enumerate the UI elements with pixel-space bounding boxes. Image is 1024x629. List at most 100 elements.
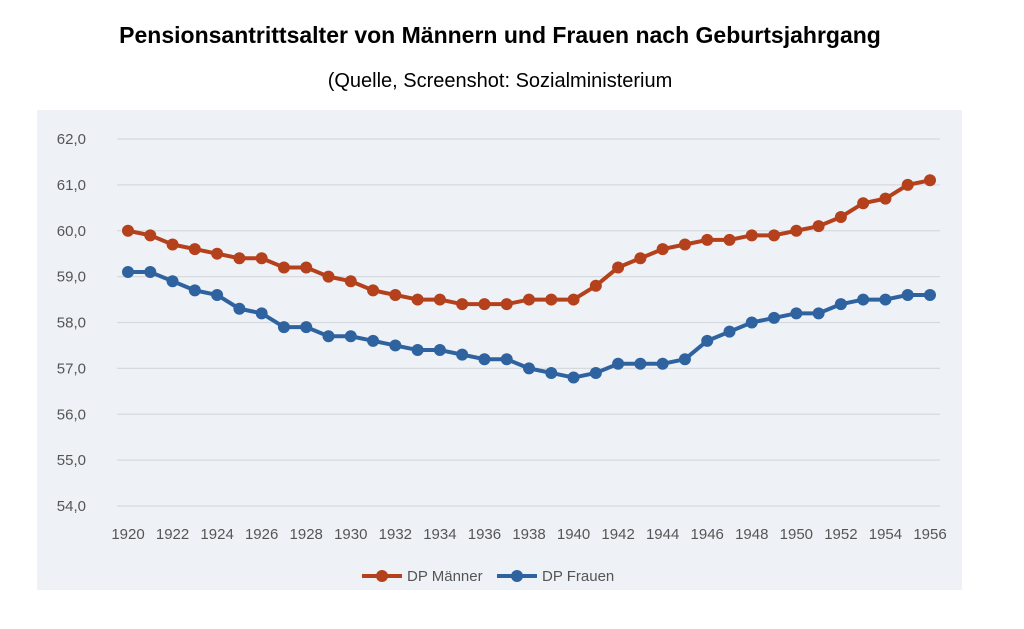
data-point [745,229,758,242]
data-point [389,339,402,352]
data-point [879,293,892,306]
data-point [322,330,335,343]
data-point [255,252,268,265]
legend-label: DP Frauen [542,568,614,585]
data-point [122,224,134,237]
data-point [500,353,513,366]
x-tick-label: 1934 [423,526,456,543]
chart-title: Pensionsantrittsalter von Männern und Fr… [119,22,881,48]
data-point [478,353,491,366]
y-tick-label: 62,0 [57,131,86,148]
data-point [924,288,936,301]
data-point [456,348,469,361]
y-tick-label: 59,0 [57,269,86,286]
data-point [567,293,580,306]
data-point [545,293,558,306]
data-point [411,293,424,306]
data-point [701,233,714,246]
data-point [433,293,446,306]
data-point [612,357,625,370]
data-point [500,298,513,311]
data-point [367,334,380,347]
data-point [678,238,691,251]
data-point [634,252,647,265]
data-point [901,288,914,301]
data-point [768,229,781,242]
data-point [411,344,424,357]
data-point [678,353,691,366]
x-tick-label: 1946 [691,526,724,543]
x-tick-label: 1940 [557,526,590,543]
data-point [768,311,781,324]
x-tick-label: 1942 [601,526,634,543]
data-point [812,220,825,233]
data-point [901,178,914,191]
data-point [389,288,402,301]
series-line-frauen [128,270,930,380]
data-point [144,266,157,279]
data-point [879,192,892,205]
data-point [701,334,714,347]
data-point [523,362,535,375]
data-point [589,279,602,292]
data-point [211,247,224,260]
data-point [545,366,558,379]
data-point [656,243,669,256]
data-point [166,238,179,251]
series-line-maenner [127,178,931,307]
data-point [834,210,847,223]
data-point [188,243,201,256]
data-point [433,344,446,357]
data-point [211,288,224,301]
data-point [723,325,736,338]
data-point [612,261,625,274]
x-tick-label: 1944 [646,526,679,543]
data-point [122,266,134,279]
data-point [924,174,936,187]
data-point [790,307,803,320]
x-tick-label: 1932 [379,526,412,543]
x-tick-label: 1938 [512,526,545,543]
x-tick-label: 1924 [200,526,233,543]
data-point [857,197,870,210]
y-tick-label: 55,0 [57,452,86,469]
chart-subtitle: (Quelle, Screenshot: Sozialministerium [327,70,673,92]
x-tick-label: 1956 [913,526,946,543]
x-tick-label: 1922 [156,526,189,543]
data-point [523,293,535,306]
data-point [233,252,246,265]
data-point [745,316,758,329]
data-point [300,321,313,334]
data-point [277,321,290,334]
x-tick-label: 1952 [824,526,857,543]
data-point [589,366,602,379]
data-point [567,371,580,384]
x-tick-label: 1948 [735,526,768,543]
data-point [277,261,290,274]
legend-label: DP Männer [407,568,483,585]
x-tick-label: 1928 [290,526,323,543]
data-point [834,298,847,311]
y-tick-label: 57,0 [57,360,86,377]
data-point [322,270,335,283]
y-tick-label: 54,0 [57,498,86,515]
data-point [233,302,246,315]
y-tick-label: 56,0 [57,406,86,423]
data-point [144,229,157,242]
data-point [188,284,201,297]
data-point [255,307,268,320]
x-tick-label: 1926 [245,526,278,543]
data-point [166,275,179,288]
x-tick-label: 1950 [780,526,813,543]
data-point [656,357,669,370]
data-point [478,298,491,311]
data-point [367,284,380,297]
data-point [723,233,736,246]
x-tick-label: 1954 [869,526,902,543]
data-point [344,275,357,288]
data-point [812,307,825,320]
legend-marker [376,570,388,582]
data-point [300,261,313,274]
y-tick-label: 60,0 [57,223,86,240]
x-tick-label: 1930 [334,526,367,543]
